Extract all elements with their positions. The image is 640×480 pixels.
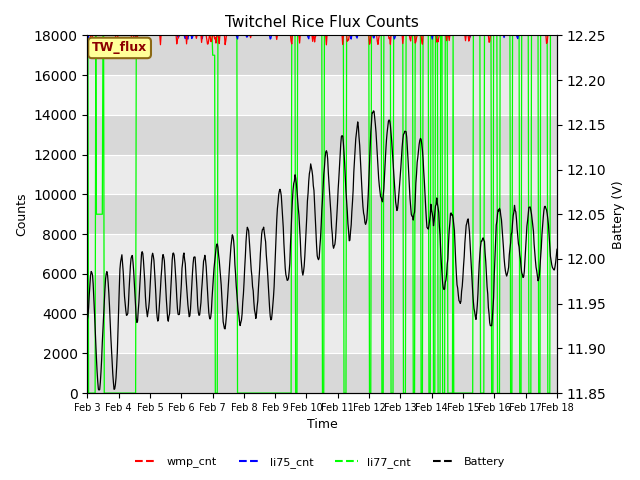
X-axis label: Time: Time: [307, 419, 337, 432]
Title: Twitchel Rice Flux Counts: Twitchel Rice Flux Counts: [225, 15, 419, 30]
Bar: [87, 274, 557, 313]
Bar: [87, 194, 557, 234]
Bar: [87, 115, 557, 155]
Bar: [87, 353, 557, 393]
Legend: wmp_cnt, li75_cnt, li77_cnt, Battery: wmp_cnt, li75_cnt, li77_cnt, Battery: [131, 452, 509, 472]
Text: TW_flux: TW_flux: [92, 41, 147, 54]
Bar: [87, 36, 557, 75]
Y-axis label: Battery (V): Battery (V): [612, 180, 625, 249]
Y-axis label: Counts: Counts: [15, 192, 28, 236]
